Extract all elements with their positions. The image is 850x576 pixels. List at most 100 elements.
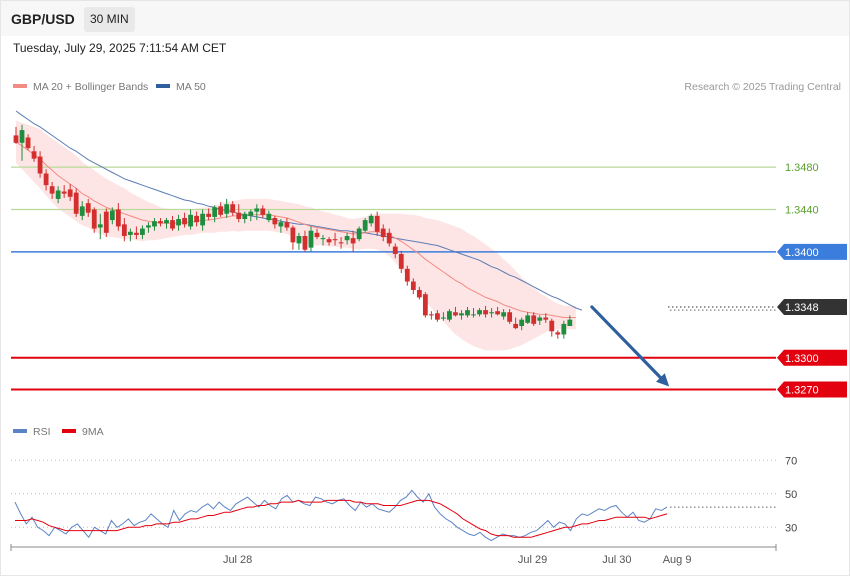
candle bbox=[386, 228, 392, 247]
candle-body bbox=[332, 239, 338, 241]
x-tick-label: Jul 28 bbox=[223, 554, 252, 566]
timeframe-button[interactable]: 30 MIN bbox=[84, 7, 135, 32]
candle bbox=[152, 217, 157, 231]
candles bbox=[13, 124, 573, 339]
level-label: 1.3400 bbox=[785, 247, 819, 259]
candle-body bbox=[224, 204, 230, 214]
candle-body bbox=[525, 315, 531, 323]
candle bbox=[248, 209, 254, 222]
candle-body bbox=[103, 211, 109, 233]
candle bbox=[561, 320, 567, 339]
x-tick-label: Jul 29 bbox=[518, 554, 547, 566]
candle bbox=[91, 207, 97, 233]
candle bbox=[140, 225, 145, 240]
candle-body bbox=[356, 228, 362, 240]
candle bbox=[447, 309, 452, 322]
level-label: 1.3348 bbox=[785, 302, 819, 314]
candle bbox=[127, 228, 133, 242]
candle bbox=[453, 306, 458, 317]
candle-body bbox=[435, 313, 440, 320]
candle-body bbox=[483, 310, 488, 315]
candle-body bbox=[79, 206, 85, 216]
candle-body bbox=[278, 222, 284, 227]
candle bbox=[338, 237, 344, 249]
candle-body bbox=[127, 231, 133, 235]
level-label: 1.3480 bbox=[785, 162, 819, 174]
candle-body bbox=[19, 130, 25, 143]
level-label: 1.3270 bbox=[785, 385, 819, 397]
candle-body bbox=[302, 235, 308, 250]
price-tag bbox=[777, 349, 847, 366]
x-axis: Jul 28 Jul 29 Jul 30 Aug 9 bbox=[10, 544, 777, 566]
credit-label: Research © 2025 Trading Central bbox=[684, 81, 841, 93]
candle-body bbox=[31, 151, 37, 159]
candle bbox=[79, 201, 85, 221]
candle-body bbox=[176, 219, 181, 226]
candle bbox=[200, 209, 206, 231]
candle bbox=[483, 305, 488, 318]
datetime-label: Tuesday, July 29, 2025 7:11:54 AM CET bbox=[13, 41, 227, 55]
candle-body bbox=[428, 314, 434, 316]
candle bbox=[278, 219, 284, 233]
candle-body bbox=[344, 235, 350, 241]
candle-body bbox=[248, 211, 254, 216]
candle bbox=[471, 307, 476, 318]
price-tag bbox=[777, 243, 847, 260]
candle bbox=[513, 317, 519, 330]
ma20-line bbox=[15, 141, 576, 318]
candle bbox=[495, 306, 500, 316]
legend-swatch bbox=[13, 84, 27, 88]
ma50-line bbox=[15, 110, 583, 311]
candle bbox=[567, 315, 573, 326]
candle bbox=[254, 204, 260, 221]
candle bbox=[194, 211, 199, 227]
candle bbox=[549, 318, 555, 337]
candle-body bbox=[471, 314, 476, 316]
candle-body bbox=[284, 222, 290, 228]
candle-body bbox=[489, 312, 494, 314]
x-tick-label: Aug 9 bbox=[663, 554, 692, 566]
candle-body bbox=[314, 232, 320, 238]
candle-body bbox=[380, 228, 386, 238]
candle-body bbox=[182, 217, 187, 225]
candle-body bbox=[61, 191, 67, 194]
level-support-1.3300: 1.3300 bbox=[11, 349, 847, 366]
candle-body bbox=[266, 213, 272, 221]
rsi-tick-label: 70 bbox=[785, 455, 797, 467]
candle bbox=[525, 312, 531, 324]
candle bbox=[121, 217, 127, 242]
candle-body bbox=[567, 319, 573, 326]
candle-body bbox=[416, 289, 422, 298]
candle-body bbox=[91, 209, 97, 229]
symbol-title[interactable]: GBP/USD bbox=[11, 11, 75, 27]
candle bbox=[344, 232, 350, 245]
candle bbox=[188, 209, 193, 230]
candle bbox=[314, 228, 320, 240]
candle bbox=[266, 210, 272, 223]
candle bbox=[555, 330, 561, 339]
candle-body bbox=[374, 215, 380, 232]
arrow-head bbox=[656, 373, 670, 387]
candle-body bbox=[230, 204, 236, 213]
candle-body bbox=[109, 210, 115, 221]
candle-body bbox=[362, 220, 368, 231]
candle bbox=[109, 207, 115, 225]
candle bbox=[13, 126, 19, 144]
candle bbox=[290, 225, 296, 250]
candle bbox=[230, 201, 236, 216]
candle-body bbox=[453, 312, 458, 316]
candle-body bbox=[513, 323, 519, 329]
candle bbox=[326, 237, 332, 246]
candle bbox=[55, 186, 61, 204]
candle-body bbox=[555, 332, 561, 335]
rsi-tick-label: 30 bbox=[785, 522, 797, 534]
candle bbox=[103, 208, 109, 238]
candle-body bbox=[242, 213, 248, 220]
legend-label: MA 20 + Bollinger Bands bbox=[33, 81, 148, 93]
candle bbox=[410, 278, 416, 295]
candle bbox=[67, 184, 73, 202]
candle-body bbox=[308, 230, 314, 248]
candle bbox=[296, 232, 302, 250]
rsi-legend: RSI 9MA bbox=[13, 426, 104, 438]
candle bbox=[501, 309, 507, 320]
